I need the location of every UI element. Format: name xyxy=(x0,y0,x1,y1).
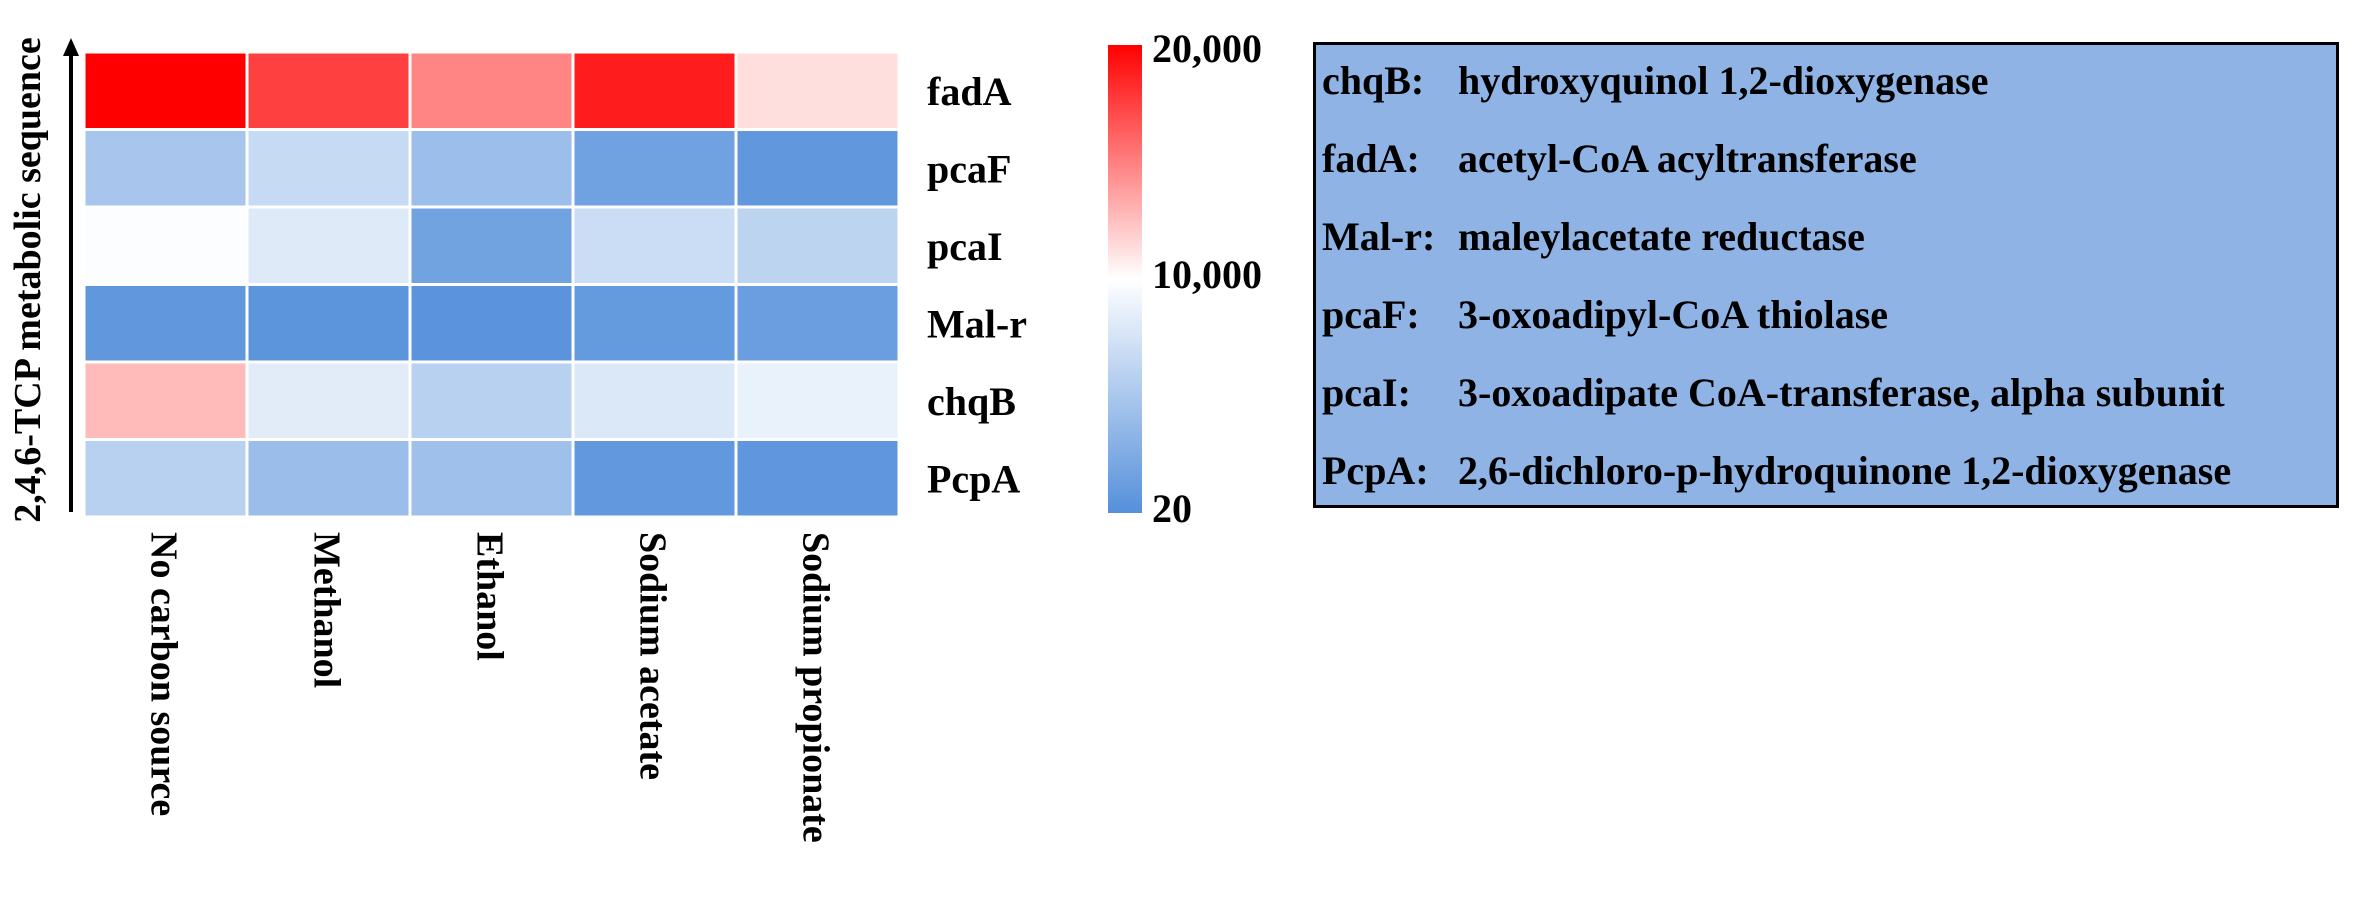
heatmap-cell xyxy=(734,205,901,286)
heatmap-cell xyxy=(408,128,575,209)
row-label: Mal-r xyxy=(927,301,1027,346)
column-label: Sodium acetate xyxy=(632,532,674,780)
heatmap-cell xyxy=(408,50,575,131)
row-labels: fadA pcaF pcaI Mal-r chqB PcpA xyxy=(927,69,1027,502)
heatmap-cell xyxy=(734,128,901,209)
row-label: pcaI xyxy=(927,224,1003,269)
heatmap-cell xyxy=(245,128,412,209)
heatmap-cell xyxy=(734,50,901,131)
y-axis-arrow-head xyxy=(63,38,79,56)
colorbar xyxy=(1108,45,1142,513)
heatmap-cell xyxy=(245,360,412,441)
heatmap-cells xyxy=(82,50,901,519)
gene-description: maleylacetate reductase xyxy=(1458,214,1865,259)
y-axis-label: 2,4,6-TCP metabolic sequence xyxy=(7,37,49,523)
heatmap-cell xyxy=(571,128,738,209)
row-label: pcaF xyxy=(927,146,1011,191)
column-label: No carbon source xyxy=(143,532,185,816)
heatmap-cell xyxy=(82,50,249,131)
heatmap-cell xyxy=(245,283,412,364)
row-label: PcpA xyxy=(927,456,1020,501)
heatmap-cell xyxy=(571,283,738,364)
heatmap-cell xyxy=(245,205,412,286)
heatmap-cell xyxy=(408,438,575,519)
heatmap-cell xyxy=(82,128,249,209)
gene-code: Mal-r: xyxy=(1322,214,1436,259)
heatmap-cell xyxy=(571,50,738,131)
gene-description: 3-oxoadipyl-CoA thiolase xyxy=(1458,292,1889,337)
gene-code: fadA: xyxy=(1322,136,1420,181)
heatmap-cell xyxy=(734,360,901,441)
column-label: Sodium propionate xyxy=(795,532,837,843)
gene-description: 2,6-dichloro-p-hydroquinone 1,2-dioxygen… xyxy=(1458,448,2232,493)
gene-description: 3-oxoadipate CoA-transferase, alpha subu… xyxy=(1458,370,2225,415)
row-label: chqB xyxy=(927,379,1016,424)
colorbar-tick-max: 20,000 xyxy=(1152,26,1262,71)
gene-description: acetyl-CoA acyltransferase xyxy=(1458,136,1917,181)
heatmap-cell xyxy=(408,205,575,286)
heatmap-cell xyxy=(245,50,412,131)
colorbar-tick-mid: 10,000 xyxy=(1152,252,1262,297)
heatmap-cell xyxy=(82,283,249,364)
colorbar-tick-min: 20 xyxy=(1152,486,1192,531)
column-label: Methanol xyxy=(306,532,348,688)
heatmap-cell xyxy=(82,438,249,519)
gene-legend-box: chqB: hydroxyquinol 1,2-dioxygenase fadA: a… xyxy=(1313,42,2339,508)
gene-code: pcaF: xyxy=(1322,292,1420,337)
column-label: Ethanol xyxy=(469,532,511,661)
heatmap-cell xyxy=(734,283,901,364)
heatmap-cell xyxy=(571,205,738,286)
heatmap-cell xyxy=(82,360,249,441)
gene-code: chqB: xyxy=(1322,58,1425,103)
column-labels: No carbon source Methanol Ethanol Sodium ac… xyxy=(143,532,837,843)
heatmap-cell xyxy=(245,438,412,519)
heatmap-cell xyxy=(734,438,901,519)
heatmap-cell xyxy=(408,360,575,441)
gene-description: hydroxyquinol 1,2-dioxygenase xyxy=(1458,58,1989,103)
gene-code: pcaI: xyxy=(1322,370,1411,415)
row-label: fadA xyxy=(927,69,1012,114)
heatmap-cell xyxy=(408,283,575,364)
heatmap-cell xyxy=(82,205,249,286)
gene-code: PcpA: xyxy=(1322,448,1429,493)
heatmap-cell xyxy=(571,360,738,441)
heatmap-cell xyxy=(571,438,738,519)
